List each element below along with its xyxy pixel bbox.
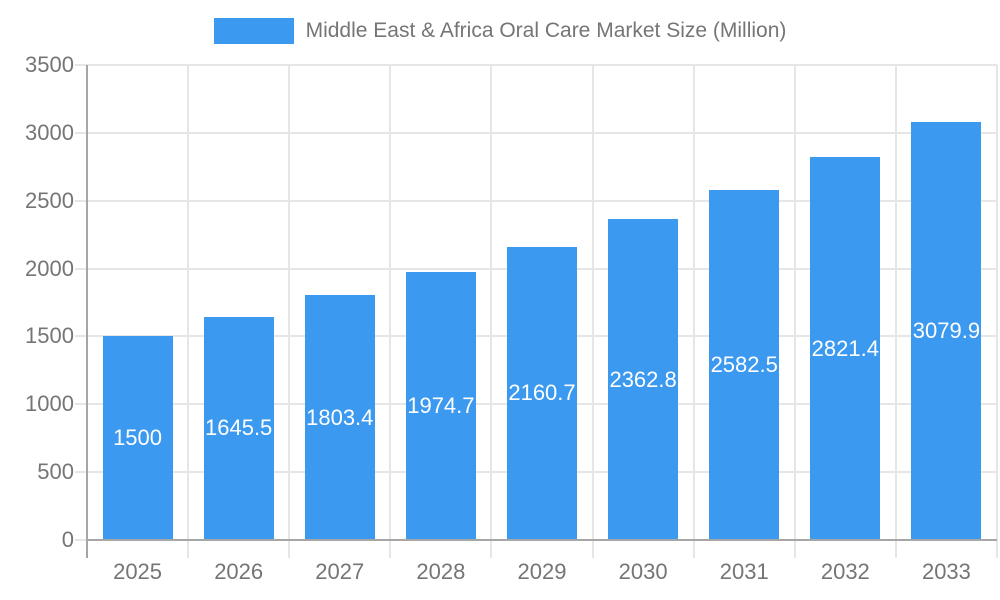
bar-value-label: 1645.5	[205, 415, 273, 441]
legend-swatch	[213, 18, 294, 44]
y-axis-label: 1000	[25, 391, 74, 417]
gridline-vertical	[490, 65, 493, 558]
x-axis-label: 2033	[921, 559, 971, 584]
bar[interactable]	[203, 316, 274, 540]
gridline-vertical	[692, 65, 695, 558]
x-axis-label: 2028	[416, 559, 466, 584]
x-axis-label: 2026	[214, 559, 264, 584]
gridline-horizontal	[75, 64, 997, 66]
y-axis-line	[86, 65, 88, 558]
x-axis-label: 2031	[719, 559, 769, 584]
bar[interactable]	[911, 122, 982, 540]
gridline-vertical	[793, 65, 796, 558]
gridline-vertical	[187, 65, 190, 558]
y-axis-label: 1500	[25, 323, 74, 349]
bar-value-label: 2160.7	[508, 380, 576, 406]
x-axis-line	[87, 539, 997, 541]
bar-value-label: 1500	[113, 425, 163, 451]
bar[interactable]	[810, 157, 881, 540]
gridline-vertical	[389, 65, 392, 558]
bar[interactable]	[304, 295, 375, 540]
gridline-vertical	[591, 65, 594, 558]
bar-value-label: 2582.5	[710, 351, 778, 377]
y-axis-label: 2500	[25, 187, 74, 213]
bar-value-label: 2362.8	[609, 366, 677, 392]
x-axis-label: 2025	[113, 559, 163, 584]
chart-legend[interactable]: Middle East & Africa Oral Care Market Si…	[0, 18, 1000, 44]
x-axis-label: 2027	[315, 559, 365, 584]
bar-value-label: 1974.7	[407, 393, 475, 418]
bar[interactable]	[102, 336, 173, 540]
x-axis-label: 2030	[618, 559, 668, 584]
x-axis-label: 2032	[820, 559, 870, 584]
bar-value-label: 1803.4	[306, 404, 374, 430]
y-axis-label: 2000	[25, 255, 74, 281]
bar-value-label: 3079.9	[912, 318, 981, 343]
bar[interactable]	[608, 219, 679, 540]
gridline-horizontal	[75, 131, 997, 134]
y-axis-label: 3000	[25, 119, 74, 145]
bar[interactable]	[405, 272, 476, 540]
bar[interactable]	[709, 189, 780, 540]
bar[interactable]	[507, 246, 577, 540]
y-axis-label: 3500	[25, 52, 74, 77]
gridline-vertical	[288, 65, 291, 558]
gridline-vertical	[996, 65, 998, 558]
y-axis-label: 500	[37, 459, 74, 485]
gridline-horizontal	[75, 199, 997, 202]
y-axis-label: 0	[61, 527, 74, 552]
legend-label: Middle East & Africa Oral Care Market Si…	[305, 19, 787, 42]
bar-value-label: 2821.4	[811, 335, 879, 361]
x-axis-label: 2029	[517, 559, 567, 584]
gridline-vertical	[894, 65, 897, 558]
